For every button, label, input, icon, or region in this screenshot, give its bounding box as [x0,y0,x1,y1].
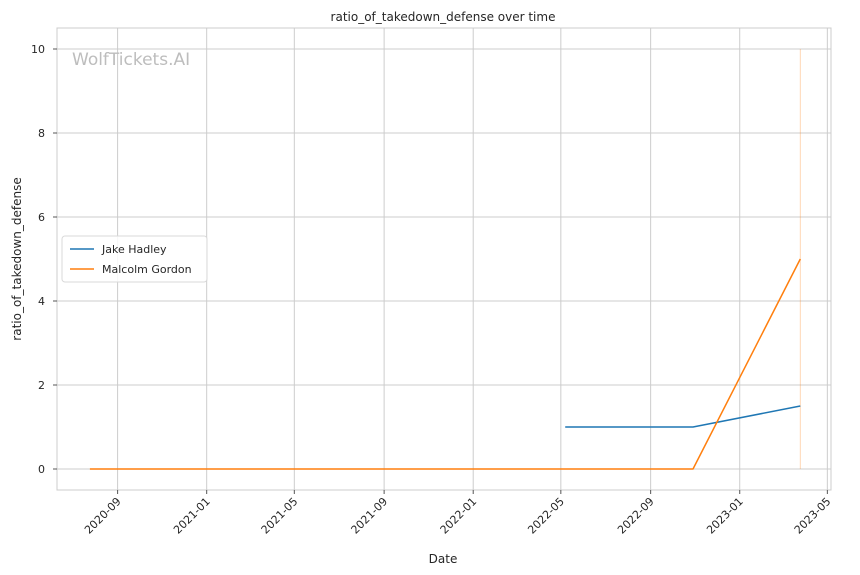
y-tick-label: 4 [38,295,45,308]
y-tick-label: 8 [38,127,45,140]
series-lines [89,258,801,470]
y-tick-label: 0 [38,463,45,476]
legend: Jake Hadley Malcolm Gordon [61,235,208,283]
x-tick-label: 2022-09 [615,495,657,537]
x-tick-label: 2021-05 [259,495,301,537]
watermark-text: WolfTickets.AI [72,50,190,70]
x-tick-label: 2023-05 [792,495,834,537]
x-tick-label: 2020-09 [82,495,124,537]
series-line-jake-hadley [565,405,801,428]
grid-lines [57,28,831,490]
chart-title: ratio_of_takedown_defense over time [331,10,556,24]
x-tick-label: 2022-05 [525,495,567,537]
series-line-malcolm-gordon [89,258,801,470]
x-axis-label: Date [429,552,458,566]
y-tick-label: 2 [38,379,45,392]
x-tick-label: 2023-01 [704,495,746,537]
y-tick-label: 6 [38,211,45,224]
x-tick-label: 2021-09 [349,495,391,537]
y-axis-ticks: 0 2 4 6 8 10 [31,43,57,476]
legend-label-jake-hadley: Jake Hadley [101,243,167,256]
y-tick-label: 10 [31,43,45,56]
x-tick-label: 2022-01 [438,495,480,537]
x-axis-ticks: 2020-09 2021-01 2021-05 2021-09 2022-01 2022-… [82,490,833,537]
plot-frame [56,27,832,491]
x-tick-label: 2021-01 [171,495,213,537]
legend-box [61,235,208,283]
y-axis-label: ratio_of_takedown_defense [10,177,24,340]
legend-label-malcolm-gordon: Malcolm Gordon [102,263,192,276]
